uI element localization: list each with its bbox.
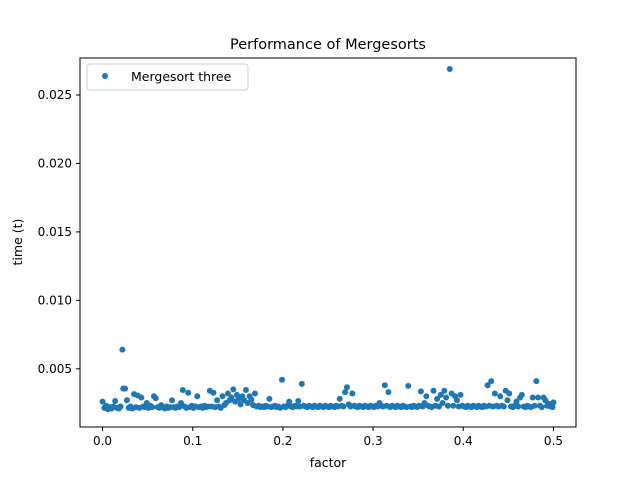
data-point (497, 393, 504, 400)
data-point (122, 385, 129, 392)
legend: Mergesort three (86, 63, 249, 91)
x-tick-label: 0.2 (273, 434, 292, 448)
data-point (219, 393, 226, 400)
data-point (266, 395, 273, 402)
data-point (179, 387, 186, 394)
data-point (538, 404, 545, 411)
data-point (349, 390, 356, 397)
data-point (550, 399, 557, 406)
data-point (251, 390, 258, 397)
data-point (210, 389, 217, 396)
data-point (518, 391, 525, 398)
data-point (119, 346, 126, 353)
y-tick-label: 0.005 (38, 362, 72, 376)
plot-area (80, 58, 576, 427)
x-tick-label: 0.3 (364, 434, 383, 448)
data-point (230, 386, 237, 393)
y-axis-ticks: 0.005 0.010 0.015 0.020 0.025 (38, 88, 80, 376)
data-point (450, 402, 457, 409)
data-point (279, 376, 286, 383)
data-point (149, 404, 156, 411)
data-point (529, 394, 536, 401)
y-tick-label: 0.025 (38, 88, 72, 102)
x-tick-label: 0.4 (454, 434, 473, 448)
x-axis-ticks: 0.0 0.1 0.2 0.3 0.4 0.5 (93, 427, 563, 448)
data-point (112, 397, 119, 404)
y-tick-label: 0.020 (38, 156, 72, 170)
data-point (533, 378, 540, 385)
data-point (444, 402, 451, 409)
data-point (434, 395, 441, 402)
data-point (343, 384, 350, 391)
data-point (298, 380, 305, 387)
x-tick-label: 0.0 (93, 434, 112, 448)
data-point (500, 403, 507, 410)
data-point (295, 397, 302, 404)
data-point (381, 382, 388, 389)
x-tick-label: 0.5 (544, 434, 563, 448)
legend-marker (102, 73, 108, 79)
data-point (531, 402, 538, 409)
data-point (117, 403, 124, 410)
data-point (185, 389, 192, 396)
data-point (342, 389, 349, 396)
data-point (224, 390, 231, 397)
plot-frame (79, 57, 577, 428)
y-axis-label: time (t) (10, 219, 25, 266)
data-point (99, 398, 106, 405)
data-point (439, 400, 446, 407)
data-point (168, 397, 175, 404)
data-point (214, 397, 221, 404)
y-tick-label: 0.015 (38, 225, 72, 239)
data-point (515, 403, 522, 410)
data-point (535, 394, 542, 401)
data-point (484, 382, 491, 389)
x-axis-label: factor (310, 455, 347, 470)
data-point (549, 404, 556, 411)
data-point (437, 391, 444, 398)
data-point (441, 387, 448, 394)
data-point (385, 389, 392, 396)
data-point (423, 393, 430, 400)
chart-title: Performance of Mergesorts (230, 37, 426, 53)
data-points (99, 65, 557, 413)
data-point (457, 391, 464, 398)
y-tick-label: 0.010 (38, 293, 72, 307)
data-point (506, 390, 513, 397)
data-point (248, 396, 255, 403)
data-point (513, 398, 520, 405)
data-point (242, 387, 249, 394)
data-point (237, 401, 244, 408)
data-point (228, 394, 235, 401)
legend-label: Mergesort three (131, 69, 232, 84)
data-point (430, 387, 437, 394)
legend-box (86, 63, 249, 91)
data-point (138, 394, 145, 401)
data-point (194, 393, 201, 400)
data-point (488, 378, 495, 385)
x-tick-label: 0.1 (183, 434, 202, 448)
data-point (340, 403, 347, 410)
data-point (123, 397, 130, 404)
data-point (405, 382, 412, 389)
data-point (443, 394, 450, 401)
data-point (504, 397, 511, 404)
data-point (453, 397, 460, 404)
data-point (152, 395, 159, 402)
data-point (417, 388, 424, 395)
data-point (446, 65, 453, 72)
data-point (336, 395, 343, 402)
data-point (286, 398, 293, 405)
data-point (491, 390, 498, 397)
